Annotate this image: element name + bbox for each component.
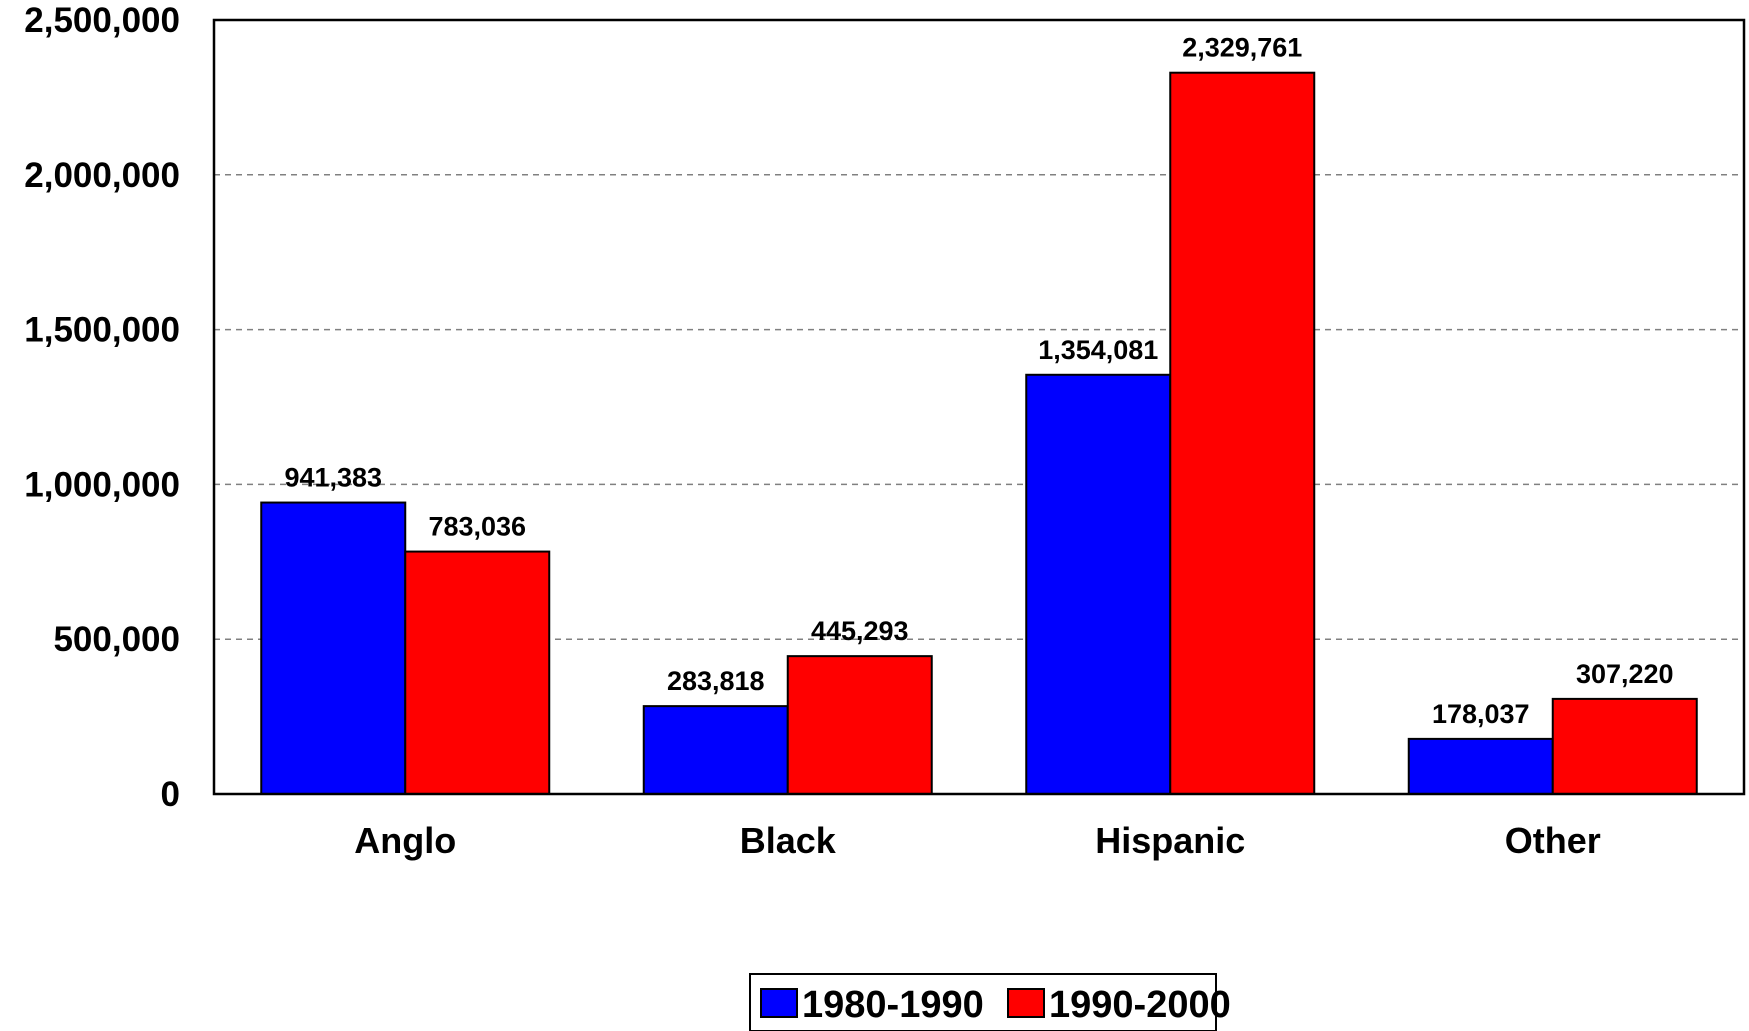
data-label: 1,354,081 bbox=[1038, 335, 1158, 365]
data-label: 307,220 bbox=[1576, 659, 1674, 689]
legend-label-1990-2000: 1990-2000 bbox=[1049, 984, 1231, 1026]
bar-black-1990-2000 bbox=[786, 655, 933, 795]
y-tick-label: 500,000 bbox=[53, 620, 180, 659]
bar-other-1980-1990 bbox=[1407, 737, 1554, 796]
x-category-label: Hispanic bbox=[1095, 820, 1245, 861]
bars bbox=[260, 71, 1698, 796]
y-tick-label: 1,000,000 bbox=[24, 465, 180, 504]
bar-anglo-1980-1990 bbox=[260, 501, 407, 795]
data-label: 283,818 bbox=[667, 666, 765, 696]
bar-other-1990-2000 bbox=[1551, 697, 1698, 796]
data-label: 178,037 bbox=[1432, 699, 1530, 729]
bar-anglo-1990-2000 bbox=[404, 550, 551, 796]
y-tick-label: 2,000,000 bbox=[24, 156, 180, 195]
data-label: 783,036 bbox=[428, 512, 526, 542]
labels: 0 500,000 1,000,000 1,500,000 2,000,000 2,500… bbox=[24, 1, 1673, 861]
legend-box bbox=[749, 973, 1217, 1031]
y-tick-label: 1,500,000 bbox=[24, 311, 180, 350]
plot-area-border bbox=[212, 18, 1746, 796]
bar-hispanic-1990-2000 bbox=[1169, 71, 1316, 795]
x-category-label: Anglo bbox=[354, 820, 456, 861]
x-category-label: Black bbox=[740, 820, 837, 861]
data-label: 941,383 bbox=[284, 463, 382, 493]
legend-label-1980-1990: 1980-1990 bbox=[802, 984, 984, 1026]
x-category-label: Other bbox=[1505, 820, 1601, 861]
legend-swatch-1980-1990 bbox=[760, 988, 798, 1018]
bar-black-1980-1990 bbox=[642, 705, 789, 795]
legend: 1980-1990 1990-2000 bbox=[749, 973, 1231, 1031]
y-tick-label: 0 bbox=[161, 775, 180, 814]
axes bbox=[212, 18, 1746, 796]
legend-swatch-1990-2000 bbox=[1007, 988, 1045, 1018]
data-label: 445,293 bbox=[811, 616, 909, 646]
bar-hispanic-1980-1990 bbox=[1025, 373, 1172, 795]
y-tick-label: 2,500,000 bbox=[24, 1, 180, 40]
data-label: 2,329,761 bbox=[1182, 33, 1302, 63]
